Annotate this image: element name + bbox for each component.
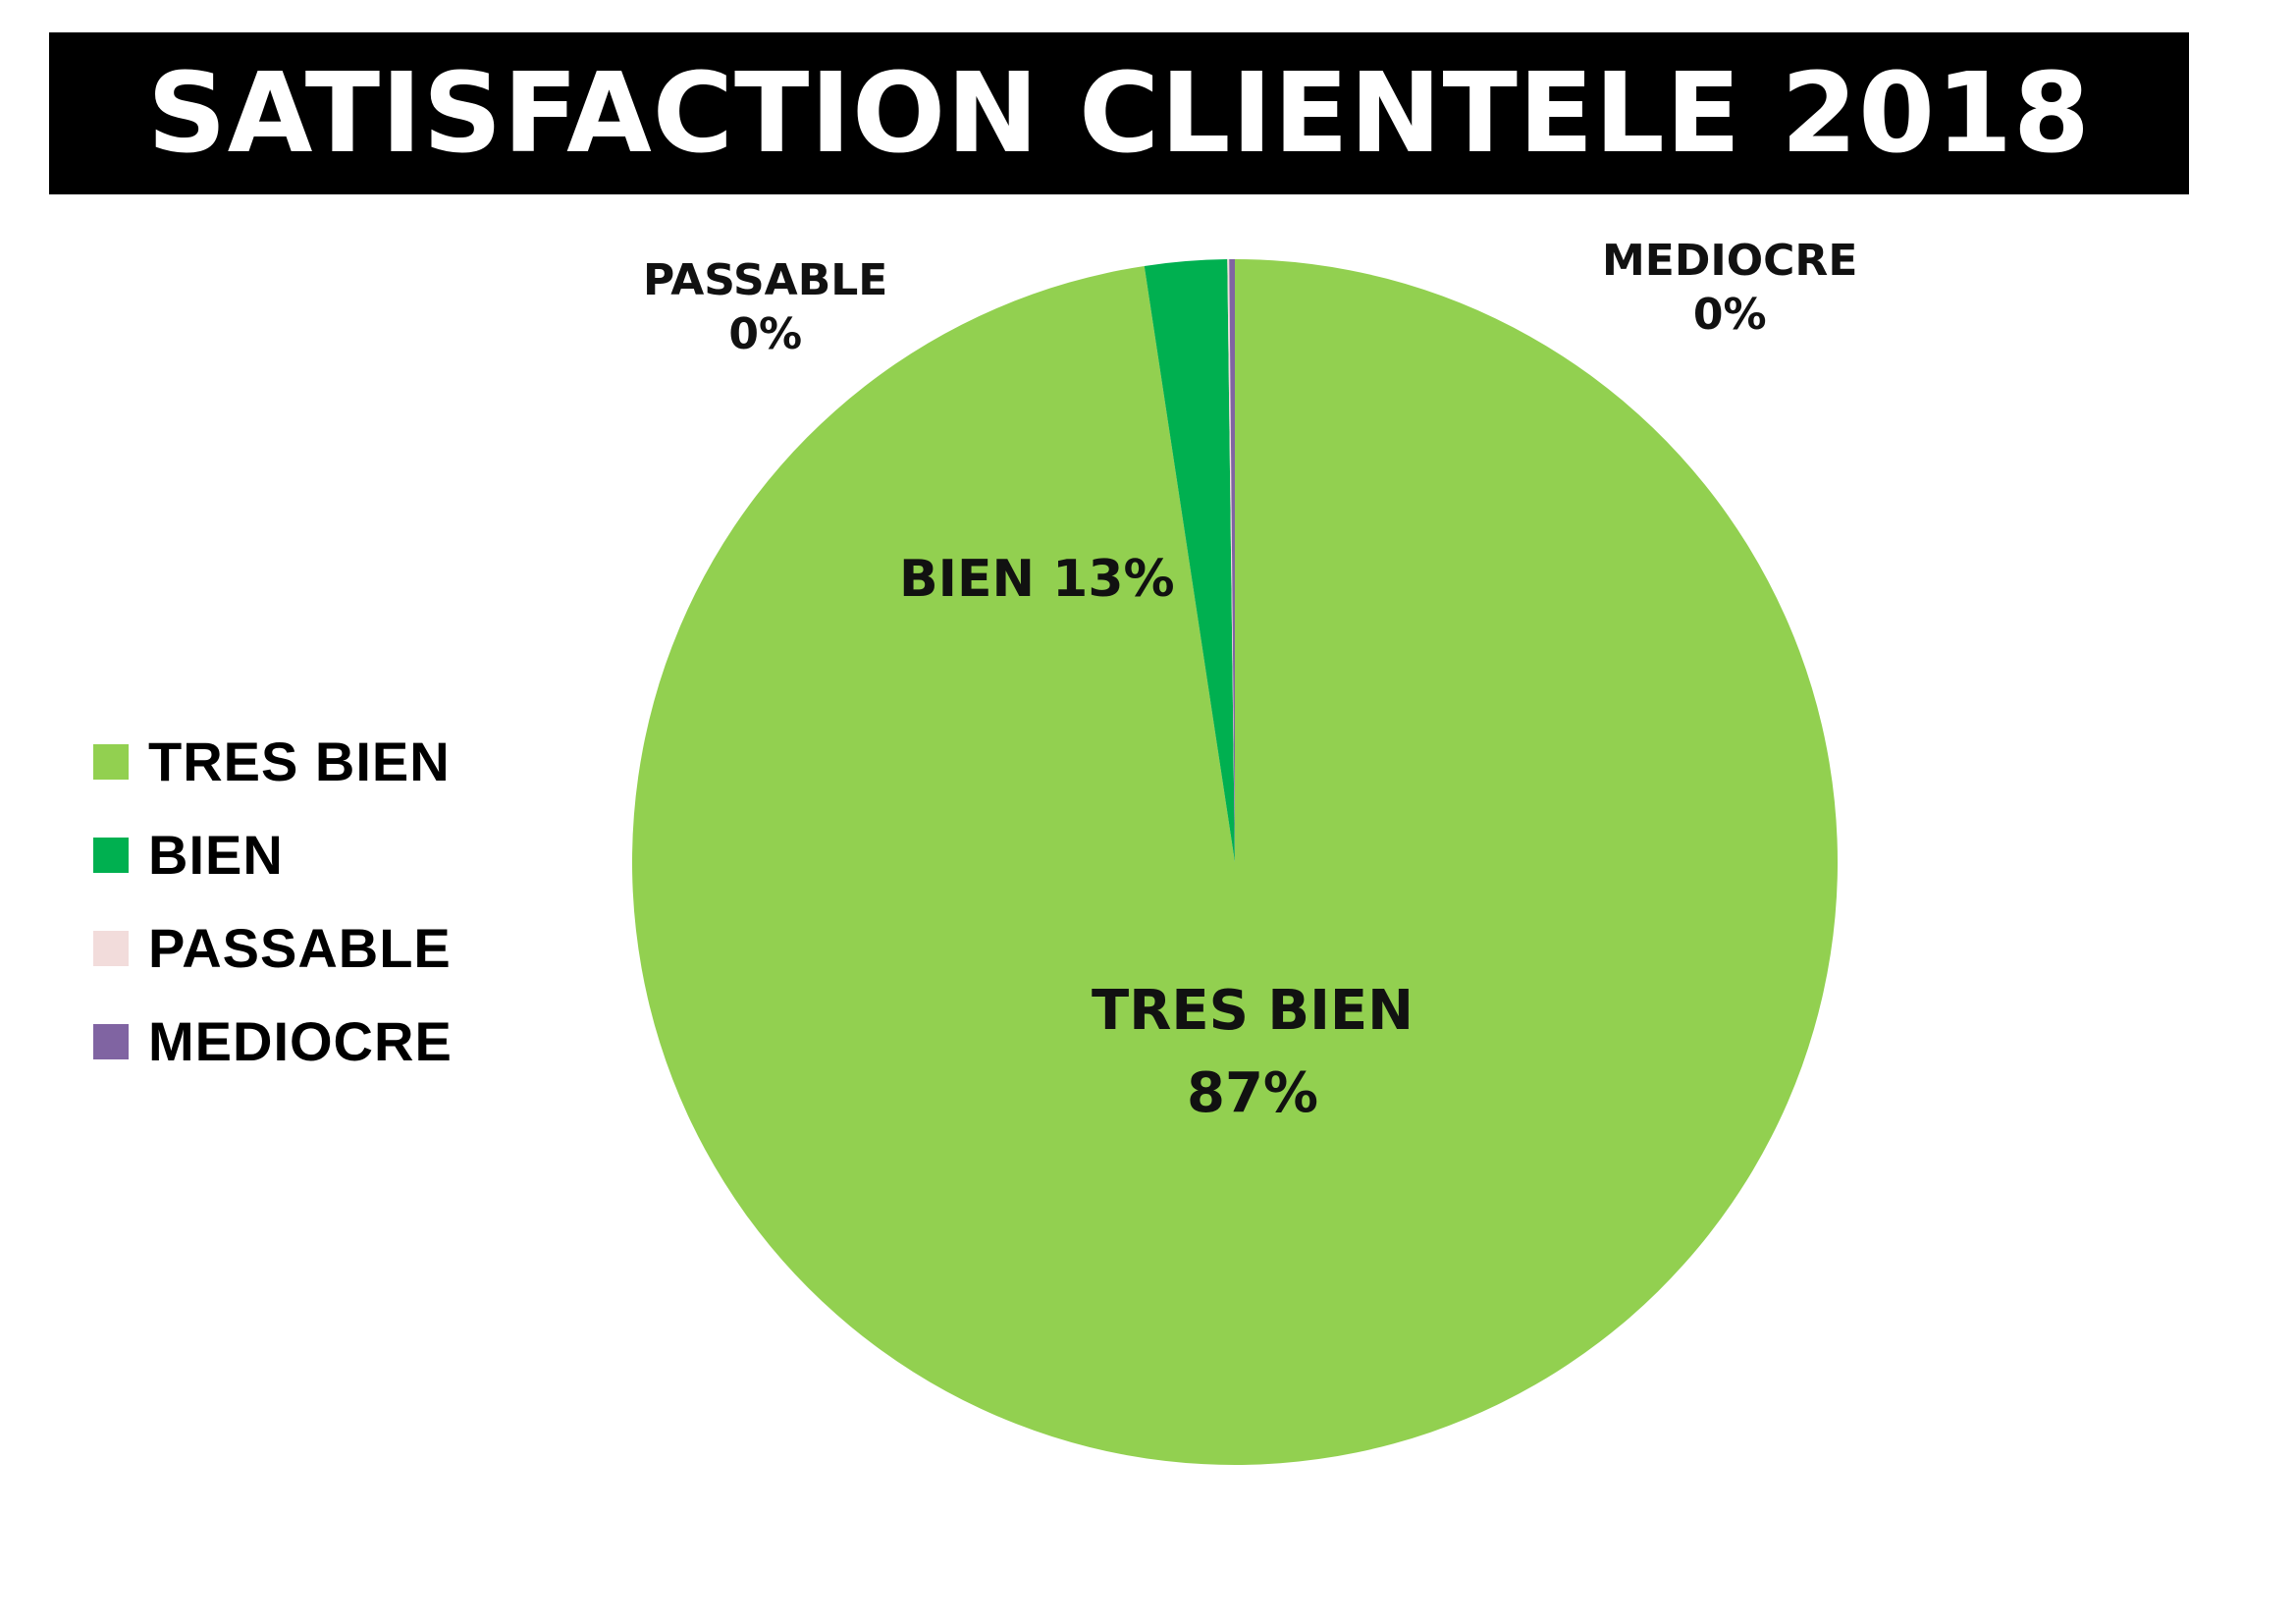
data-label-passable: PASSABLE 0% bbox=[643, 253, 887, 361]
data-label-passable-percent: 0% bbox=[728, 309, 803, 359]
legend-item-passable: PASSABLE bbox=[93, 901, 453, 995]
chart-legend: TRES BIEN BIEN PASSABLE MEDIOCRE bbox=[93, 715, 453, 1088]
data-label-bien-percent: 13% bbox=[1052, 550, 1175, 609]
data-label-bien: BIEN 13% bbox=[899, 548, 1175, 612]
data-label-tres-bien-percent: 87% bbox=[1187, 1061, 1319, 1125]
data-label-tres-bien: TRES BIEN 87% bbox=[1092, 970, 1414, 1135]
legend-swatch-tres-bien bbox=[93, 743, 129, 780]
chart-title-bar: SATISFACTION CLIENTELE 2018 bbox=[49, 32, 2189, 194]
legend-item-bien: BIEN bbox=[93, 808, 453, 901]
legend-swatch-passable bbox=[93, 930, 129, 966]
legend-label-tres-bien: TRES BIEN bbox=[148, 731, 451, 792]
data-label-tres-bien-name: TRES BIEN bbox=[1092, 979, 1415, 1043]
pie-slice-mediocre bbox=[1229, 259, 1235, 862]
legend-item-tres-bien: TRES BIEN bbox=[93, 715, 453, 808]
legend-label-bien: BIEN bbox=[148, 824, 284, 886]
pie-slice-tres-bien bbox=[632, 259, 1838, 1466]
data-label-mediocre: MEDIOCRE 0% bbox=[1602, 234, 1857, 342]
data-label-mediocre-percent: 0% bbox=[1692, 290, 1767, 340]
legend-swatch-mediocre bbox=[93, 1023, 129, 1059]
data-label-passable-name: PASSABLE bbox=[643, 255, 888, 305]
data-label-mediocre-name: MEDIOCRE bbox=[1602, 236, 1858, 286]
pie-slice-passable bbox=[1227, 259, 1235, 862]
legend-swatch-bien bbox=[93, 837, 129, 873]
chart-title: SATISFACTION CLIENTELE 2018 bbox=[147, 49, 2091, 178]
legend-label-passable: PASSABLE bbox=[148, 917, 452, 979]
legend-label-mediocre: MEDIOCRE bbox=[148, 1010, 453, 1072]
pie-slices bbox=[632, 259, 1838, 1466]
pie-slice-bien bbox=[1144, 259, 1235, 863]
data-label-bien-name: BIEN bbox=[899, 550, 1036, 609]
legend-item-mediocre: MEDIOCRE bbox=[93, 995, 453, 1088]
